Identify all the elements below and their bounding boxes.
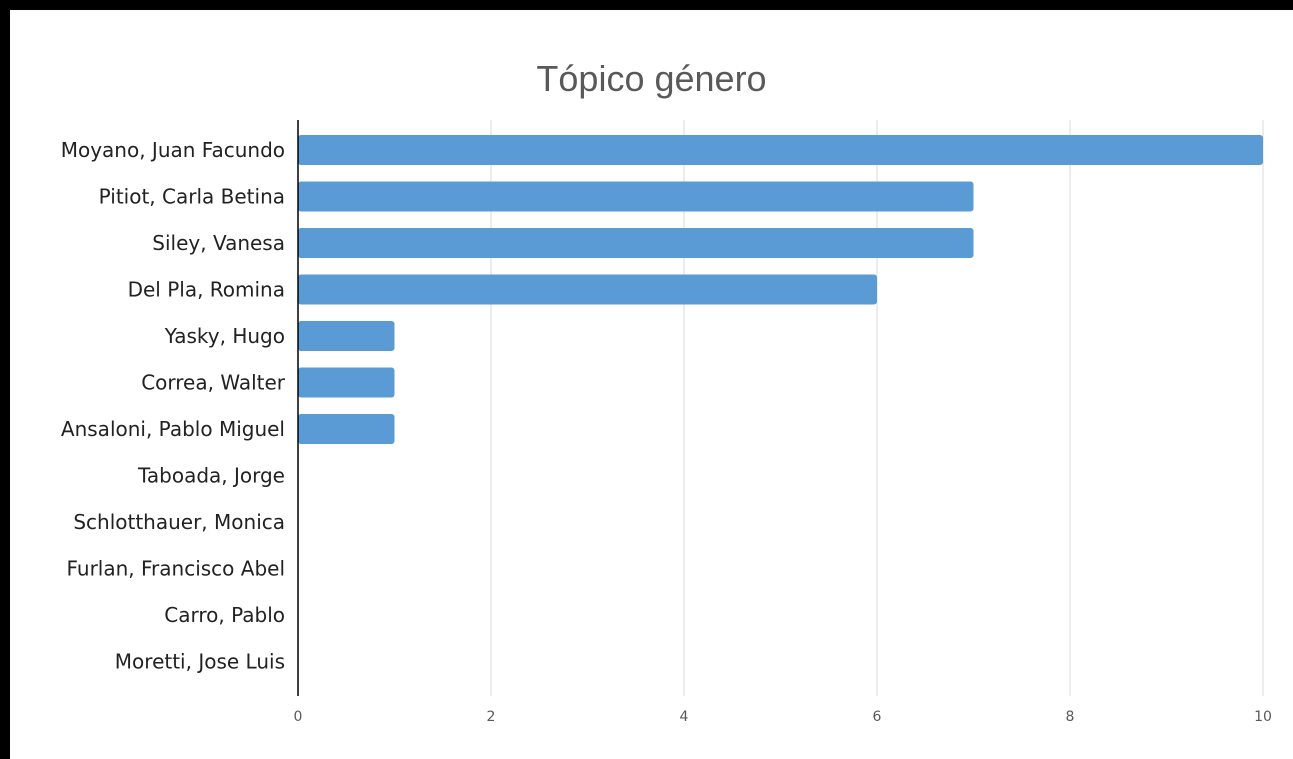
- bars: [298, 135, 1263, 444]
- gridlines: [490, 120, 1264, 696]
- bar: [298, 321, 395, 351]
- category-label: Carro, Pablo: [164, 603, 285, 627]
- category-label: Moretti, Jose Luis: [115, 650, 285, 674]
- x-tick-labels: 0 2 4 6 8 10: [294, 709, 1272, 725]
- category-label: Ansaloni, Pablo Miguel: [61, 417, 285, 441]
- bar: [298, 274, 877, 305]
- category-label: Pitiot, Carla Betina: [99, 185, 285, 209]
- category-label: Moyano, Juan Facundo: [61, 138, 285, 162]
- bar: [298, 181, 974, 212]
- chart-title: Tópico género: [536, 58, 767, 99]
- category-label: Taboada, Jorge: [137, 464, 285, 488]
- category-label: Siley, Vanesa: [152, 231, 285, 255]
- category-label: Furlan, Francisco Abel: [66, 557, 285, 581]
- bar: [298, 228, 974, 258]
- x-tick-label: 10: [1254, 709, 1272, 725]
- x-tick-label: 6: [873, 709, 882, 725]
- x-tick-label: 0: [294, 709, 303, 725]
- x-tick-label: 2: [487, 709, 496, 725]
- category-label: Del Pla, Romina: [128, 278, 285, 302]
- category-label: Schlotthauer, Monica: [73, 510, 285, 534]
- x-tick-label: 8: [1066, 709, 1075, 725]
- category-labels: Moyano, Juan Facundo Pitiot, Carla Betina…: [61, 138, 286, 674]
- chart-frame: Tópico género Moyano, Juan Facundo Pitiot…: [10, 10, 1293, 759]
- bar: [298, 367, 395, 398]
- bar-chart: Moyano, Juan Facundo Pitiot, Carla Betina…: [61, 120, 1272, 725]
- category-label: Correa, Walter: [141, 371, 286, 395]
- x-tick-label: 4: [680, 709, 689, 725]
- category-label: Yasky, Hugo: [164, 324, 285, 348]
- bar: [298, 135, 1263, 165]
- bar: [298, 414, 395, 444]
